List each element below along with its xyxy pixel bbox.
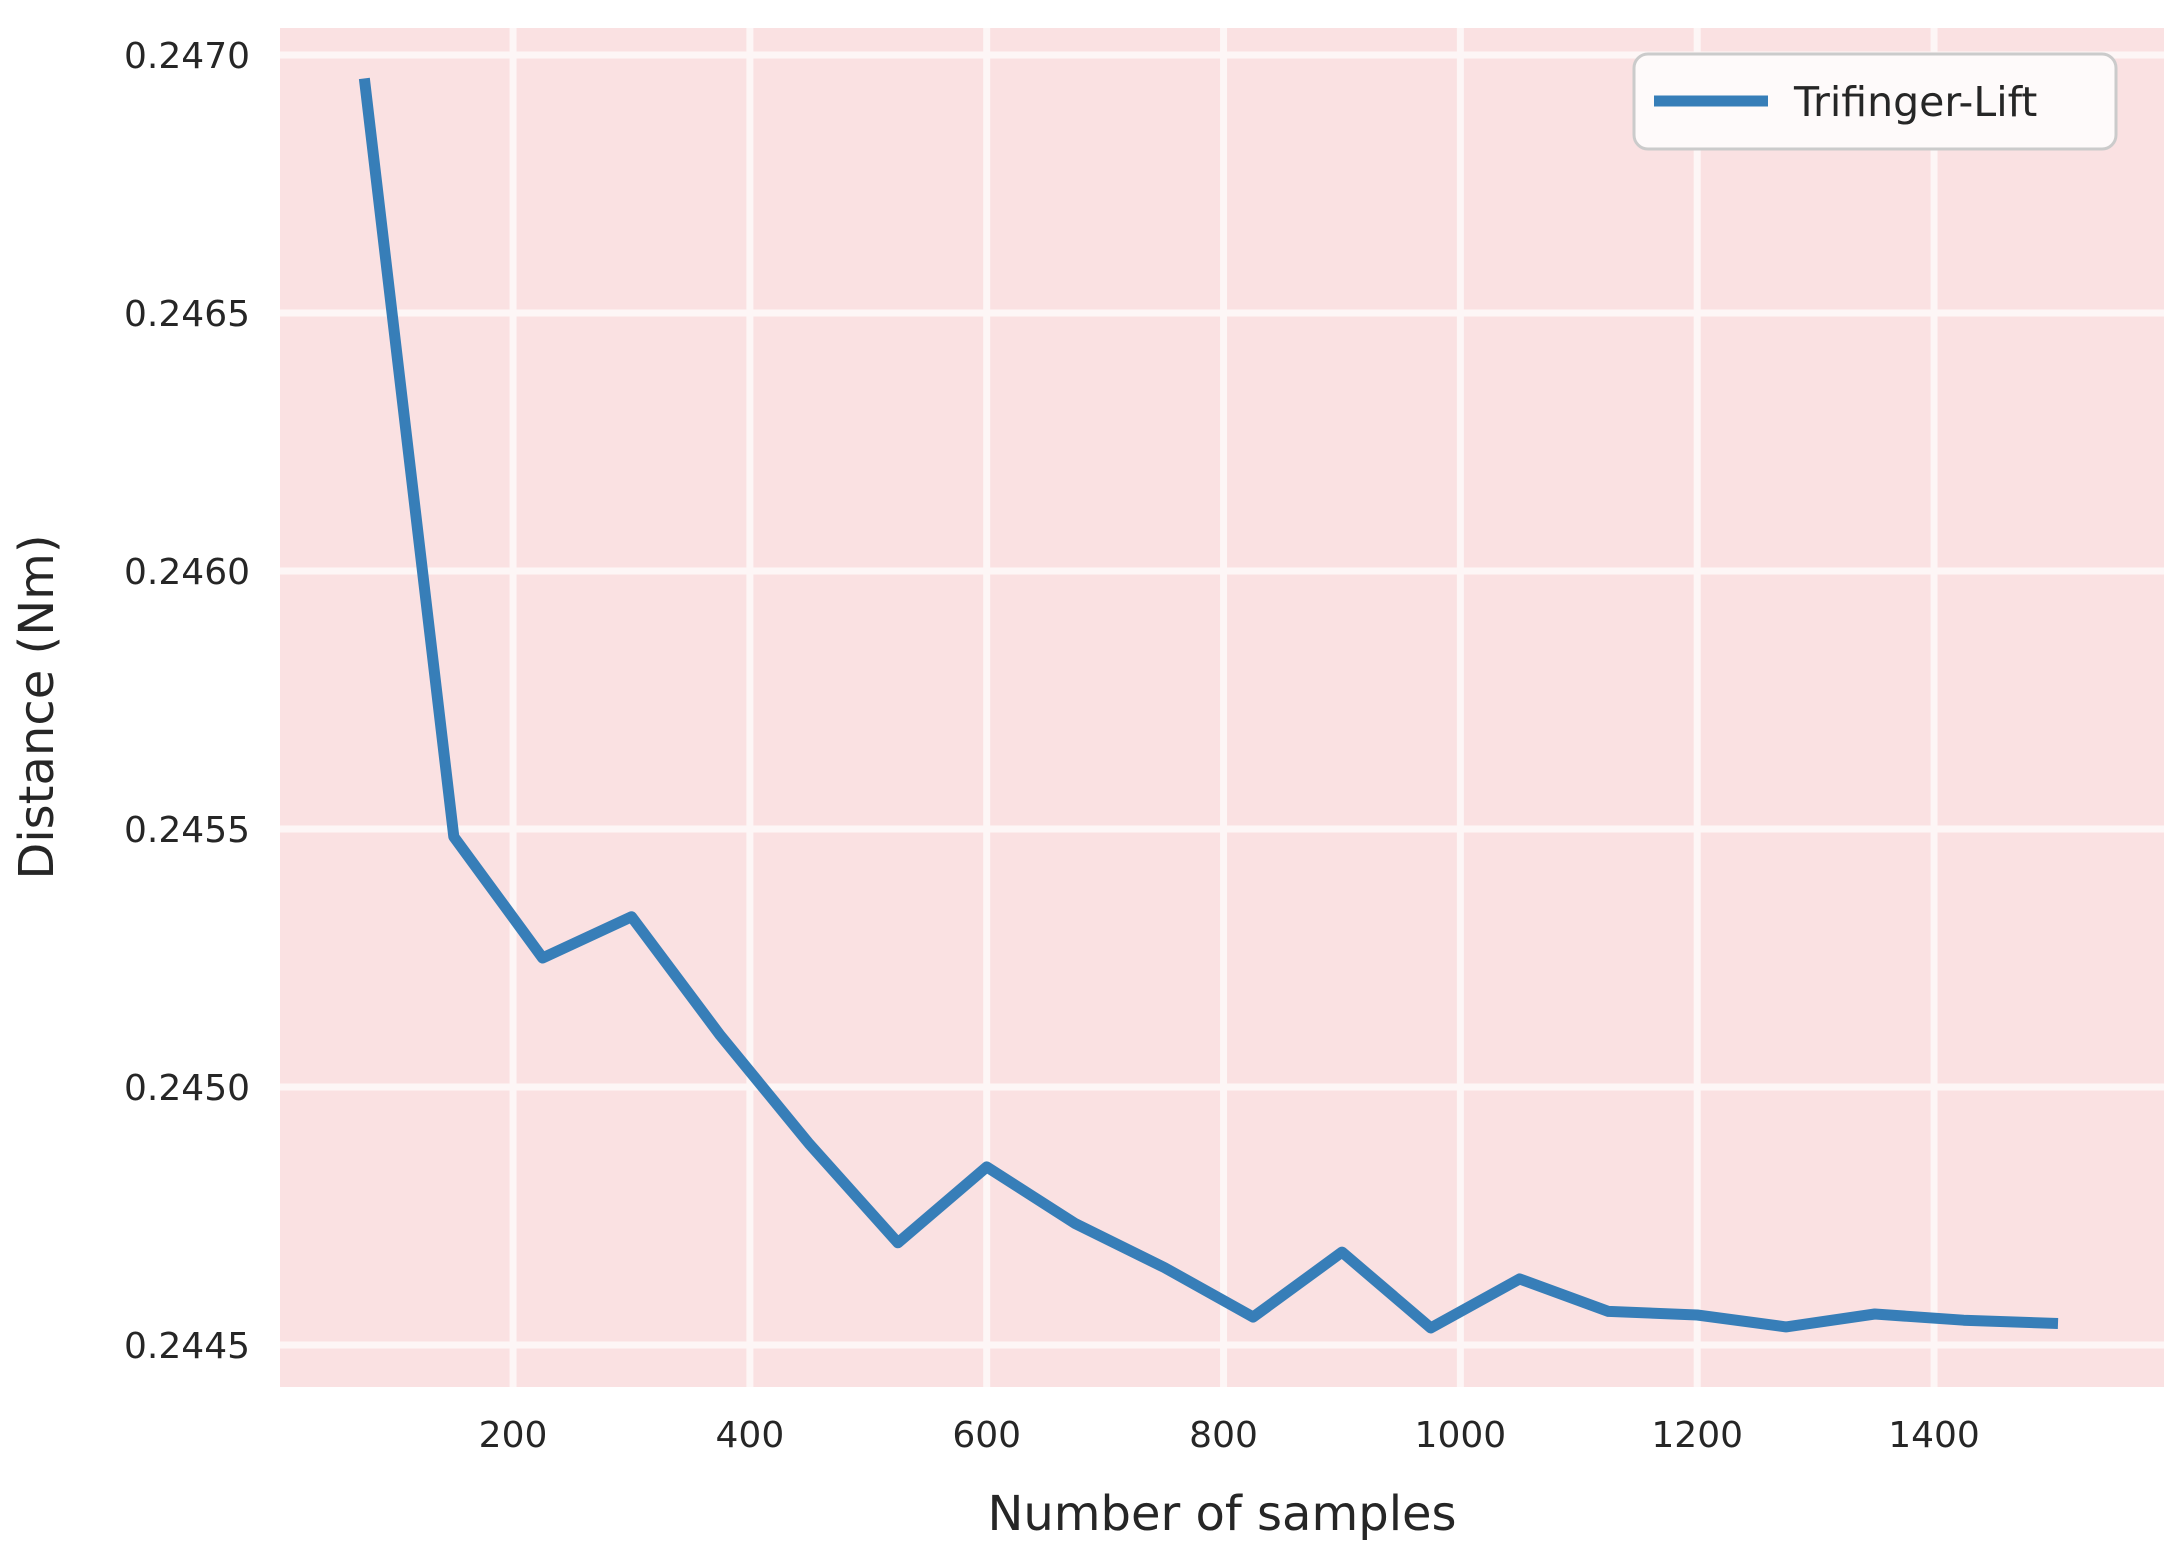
legend-box bbox=[1632, 52, 2118, 151]
y-axis-label: Distance (Nm) bbox=[9, 534, 65, 879]
series-line-trifinger-lift bbox=[358, 77, 2059, 1334]
x-tick-label: 600 bbox=[952, 1415, 1021, 1456]
y-tick-label: 0.2455 bbox=[124, 810, 250, 851]
legend-entry-label: Trifinger-Lift bbox=[1793, 78, 2037, 126]
legend: Trifinger-Lift bbox=[1632, 52, 2118, 151]
grid bbox=[280, 28, 2164, 1387]
x-tick-label: 1400 bbox=[1888, 1415, 1980, 1456]
x-tick-label: 800 bbox=[1189, 1415, 1258, 1456]
x-tick-label: 1200 bbox=[1651, 1415, 1743, 1456]
x-tick-label: 1000 bbox=[1415, 1415, 1507, 1456]
y-tick-label: 0.2460 bbox=[124, 552, 250, 593]
y-tick-label: 0.2450 bbox=[124, 1068, 250, 1109]
data-series bbox=[358, 77, 2059, 1334]
x-tick-label: 200 bbox=[479, 1415, 548, 1456]
y-tick-label: 0.2465 bbox=[124, 294, 250, 335]
y-tick-label: 0.2445 bbox=[124, 1326, 250, 1367]
tick-labels: 200 400 600 800 1000 1200 1400 0.2445 0.2450 0.24… bbox=[124, 36, 1980, 1456]
x-tick-label: 400 bbox=[716, 1415, 785, 1456]
x-axis-label: Number of samples bbox=[987, 1486, 1456, 1542]
y-tick-label: 0.2470 bbox=[124, 36, 250, 77]
